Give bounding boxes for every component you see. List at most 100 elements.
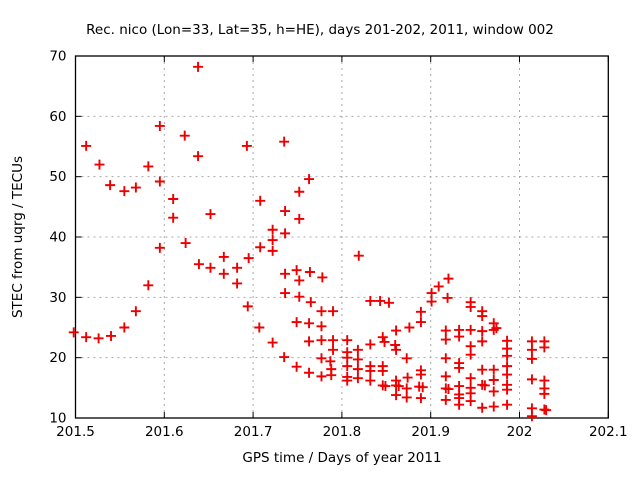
data-point-marker bbox=[465, 349, 476, 360]
data-point-marker bbox=[488, 386, 499, 397]
data-point-marker bbox=[342, 361, 353, 372]
data-point-marker bbox=[304, 266, 315, 277]
data-point-marker bbox=[279, 352, 290, 363]
plot-border bbox=[74, 55, 609, 419]
data-point-marker bbox=[440, 334, 451, 345]
chart-title: Rec. nico (Lon=33, Lat=35, h=HE), days 2… bbox=[86, 22, 554, 38]
x-tick-label: 201.7 bbox=[234, 424, 273, 440]
data-point-marker bbox=[401, 392, 412, 403]
data-point-marker bbox=[477, 364, 488, 375]
data-point-marker bbox=[375, 295, 386, 306]
data-point-marker bbox=[352, 364, 363, 375]
data-point-marker bbox=[106, 330, 117, 341]
data-point-marker bbox=[279, 136, 290, 147]
data-point-marker bbox=[426, 288, 437, 299]
data-point-marker bbox=[391, 390, 402, 401]
data-point-marker bbox=[241, 140, 252, 151]
data-point-marker bbox=[488, 401, 499, 412]
data-point-marker bbox=[454, 331, 465, 342]
y-tick-label: 60 bbox=[49, 109, 66, 125]
data-point-marker bbox=[316, 371, 327, 382]
data-point-marker bbox=[454, 399, 465, 410]
data-point-marker bbox=[342, 352, 353, 363]
data-point-marker bbox=[154, 176, 165, 187]
data-point-marker bbox=[218, 251, 229, 262]
data-point-marker bbox=[401, 383, 412, 394]
data-point-marker bbox=[154, 242, 165, 253]
data-point-marker bbox=[205, 262, 216, 273]
data-point-marker bbox=[526, 353, 537, 364]
data-point-marker bbox=[291, 361, 302, 372]
data-point-marker bbox=[465, 324, 476, 335]
data-point-marker bbox=[130, 182, 141, 193]
data-point-marker bbox=[377, 365, 388, 376]
data-point-marker bbox=[391, 344, 402, 355]
data-point-marker bbox=[179, 130, 190, 141]
data-point-marker bbox=[477, 336, 488, 347]
y-tick-label: 50 bbox=[49, 169, 66, 185]
data-point-marker bbox=[232, 262, 243, 273]
data-point-marker bbox=[267, 224, 278, 235]
data-point-marker bbox=[193, 259, 204, 270]
data-point-marker bbox=[526, 336, 537, 347]
data-point-marker bbox=[294, 275, 305, 286]
x-tick-label: 201.5 bbox=[56, 424, 95, 440]
data-point-marker bbox=[304, 318, 315, 329]
data-point-marker bbox=[242, 301, 253, 312]
data-point-marker bbox=[328, 335, 339, 346]
data-point-marker bbox=[280, 288, 291, 299]
data-point-marker bbox=[443, 384, 454, 395]
data-point-marker bbox=[415, 317, 426, 328]
data-point-marker bbox=[193, 151, 204, 162]
data-point-marker bbox=[365, 375, 376, 386]
data-point-marker bbox=[267, 245, 278, 256]
data-point-marker bbox=[342, 335, 353, 346]
data-point-marker bbox=[353, 250, 364, 261]
data-point-marker bbox=[365, 365, 376, 376]
data-point-marker bbox=[291, 265, 302, 276]
data-point-marker bbox=[433, 281, 444, 292]
tick-labels: 201.5 201.6 201.7 201.8 201.9 202 202.1 10 20 30 4… bbox=[49, 49, 627, 441]
data-point-marker bbox=[342, 375, 353, 386]
data-point-marker bbox=[294, 291, 305, 302]
y-tick-label: 20 bbox=[49, 350, 66, 366]
data-point-marker bbox=[454, 362, 465, 373]
y-tick-label: 10 bbox=[49, 411, 66, 427]
grid-lines bbox=[75, 56, 609, 418]
data-point-marker bbox=[218, 268, 229, 279]
data-point-marker bbox=[365, 295, 376, 306]
data-point-marker bbox=[143, 280, 154, 291]
data-point-marker bbox=[393, 381, 404, 392]
x-tick-label: 202 bbox=[507, 424, 533, 440]
data-point-marker bbox=[526, 411, 537, 422]
data-point-marker bbox=[352, 344, 363, 355]
plot-frame-and-ticks bbox=[74, 55, 609, 419]
data-point-marker bbox=[168, 212, 179, 223]
data-point-marker bbox=[365, 339, 376, 350]
data-point-marker bbox=[402, 372, 413, 383]
data-point-marker bbox=[415, 369, 426, 380]
data-point-marker bbox=[317, 272, 328, 283]
data-point-marker bbox=[415, 393, 426, 404]
data-point-marker bbox=[539, 388, 550, 399]
data-point-marker bbox=[255, 242, 266, 253]
data-point-marker bbox=[477, 326, 488, 337]
data-point-marker bbox=[280, 206, 291, 217]
data-point-marker bbox=[352, 354, 363, 365]
data-point-marker bbox=[379, 336, 390, 347]
data-point-marker bbox=[491, 323, 502, 334]
data-point-marker bbox=[502, 399, 513, 410]
data-point-marker bbox=[294, 186, 305, 197]
data-point-marker bbox=[232, 278, 243, 289]
data-point-marker bbox=[304, 367, 315, 378]
data-point-marker bbox=[391, 325, 402, 336]
data-point-marker bbox=[267, 337, 278, 348]
data-point-marker bbox=[105, 180, 116, 191]
data-point-marker bbox=[502, 361, 513, 372]
data-point-marker bbox=[426, 296, 437, 307]
data-point-marker bbox=[440, 353, 451, 364]
data-point-marker bbox=[316, 321, 327, 332]
data-point-marker bbox=[267, 235, 278, 246]
data-point-marker bbox=[488, 364, 499, 375]
data-point-marker bbox=[465, 373, 476, 384]
